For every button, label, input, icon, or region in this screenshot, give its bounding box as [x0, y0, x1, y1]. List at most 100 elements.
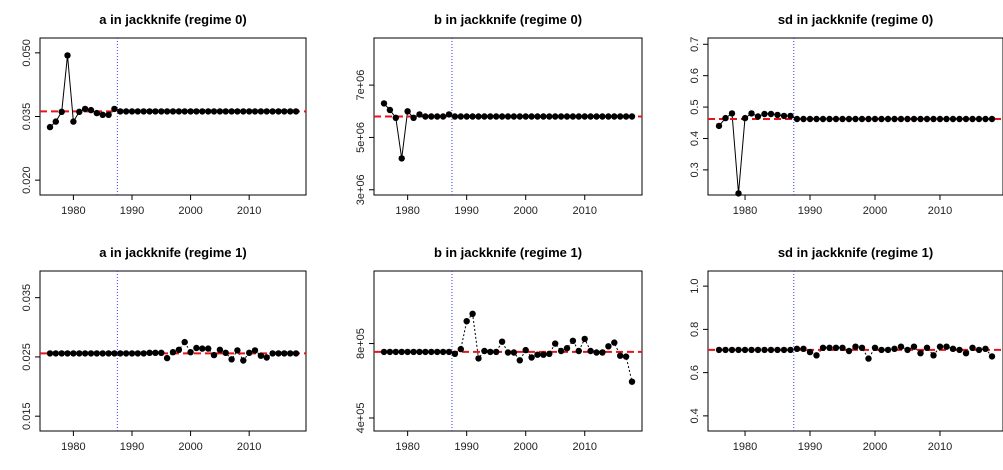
- series-line: [384, 312, 633, 382]
- data-point: [988, 115, 996, 123]
- x-tick-label: 1980: [733, 441, 757, 453]
- data-point: [891, 345, 898, 352]
- data-point: [469, 310, 476, 317]
- data-point: [64, 350, 71, 357]
- data-point: [76, 350, 83, 357]
- data-point: [216, 108, 224, 115]
- data-point: [936, 115, 944, 123]
- x-tick-label: 1980: [61, 441, 85, 453]
- data-point: [234, 347, 241, 354]
- data-point: [416, 348, 423, 356]
- data-point: [754, 113, 762, 120]
- data-point: [962, 350, 970, 357]
- data-point: [735, 190, 742, 197]
- data-point: [956, 115, 963, 123]
- data-point: [741, 346, 749, 354]
- data-point: [398, 155, 405, 162]
- data-point: [175, 346, 183, 353]
- data-point: [557, 113, 565, 120]
- data-point: [475, 355, 482, 362]
- data-point: [292, 108, 300, 115]
- data-point: [117, 108, 124, 115]
- chart-title: a in jackknife (regime 1): [99, 245, 246, 260]
- data-point: [819, 344, 827, 351]
- data-point: [199, 108, 206, 115]
- x-tick-label: 2010: [237, 205, 261, 217]
- data-point: [117, 350, 124, 357]
- data-point: [493, 113, 500, 120]
- data-point: [510, 349, 518, 356]
- data-point: [386, 348, 394, 356]
- data-point: [416, 111, 423, 118]
- data-point: [70, 350, 77, 357]
- data-point: [240, 357, 247, 364]
- data-point: [569, 337, 577, 344]
- data-point: [46, 350, 54, 357]
- data-point: [457, 345, 464, 353]
- data-point: [722, 114, 729, 122]
- data-point: [410, 348, 417, 356]
- data-point: [187, 108, 194, 115]
- data-point: [923, 344, 931, 351]
- y-tick-label: 1.0: [689, 278, 701, 293]
- data-point: [498, 113, 506, 120]
- data-point: [87, 106, 95, 114]
- x-tick-label: 2000: [863, 441, 887, 453]
- data-point: [140, 108, 147, 115]
- data-point: [87, 350, 95, 357]
- data-point: [510, 113, 518, 120]
- data-point: [767, 346, 775, 354]
- data-point: [52, 118, 59, 125]
- data-point: [988, 353, 996, 360]
- x-tick-label: 2010: [928, 441, 952, 453]
- y-tick-label: 0.020: [21, 166, 33, 194]
- y-tick-label: 4e+05: [355, 403, 367, 434]
- data-point: [134, 108, 141, 115]
- data-point: [146, 108, 153, 115]
- data-point: [910, 115, 918, 123]
- data-point: [81, 350, 89, 357]
- data-point: [628, 113, 636, 120]
- data-point: [516, 113, 523, 120]
- data-point: [728, 346, 736, 354]
- data-point: [475, 113, 482, 120]
- x-tick-label: 2010: [572, 205, 596, 217]
- data-point: [969, 344, 976, 351]
- data-point: [175, 108, 183, 115]
- data-point: [611, 339, 618, 346]
- data-point: [251, 108, 259, 115]
- data-point: [813, 352, 820, 359]
- data-point: [761, 346, 768, 354]
- data-point: [257, 108, 265, 115]
- y-tick-label: 3e+06: [355, 174, 367, 205]
- data-point: [257, 352, 265, 359]
- plot-frame: [39, 270, 307, 432]
- data-point: [216, 346, 224, 353]
- data-point: [930, 352, 937, 359]
- data-point: [748, 110, 755, 117]
- data-point: [904, 115, 911, 123]
- y-tick-label: 0.4: [689, 131, 701, 146]
- data-point: [540, 351, 547, 358]
- y-tick-label: 0.015: [21, 402, 33, 430]
- x-tick-label: 2000: [863, 205, 887, 217]
- data-point: [434, 348, 441, 356]
- chart-b-regime-1: b in jackknife (regime 1) 1980 1990 2000 201…: [355, 245, 643, 453]
- data-point: [826, 344, 833, 351]
- data-point: [780, 112, 788, 120]
- data-point: [839, 344, 846, 351]
- data-point: [163, 108, 171, 115]
- x-tick-label: 1980: [395, 205, 419, 217]
- x-tick-label: 1980: [733, 205, 757, 217]
- data-point: [99, 111, 106, 119]
- data-point: [593, 113, 600, 120]
- data-point: [146, 349, 153, 356]
- data-point: [105, 111, 112, 119]
- data-point: [819, 115, 827, 123]
- data-point: [422, 348, 429, 356]
- data-point: [386, 106, 394, 114]
- data-point: [800, 345, 807, 352]
- x-tick-label: 2000: [513, 441, 537, 453]
- data-point: [205, 345, 212, 352]
- data-point: [871, 344, 879, 351]
